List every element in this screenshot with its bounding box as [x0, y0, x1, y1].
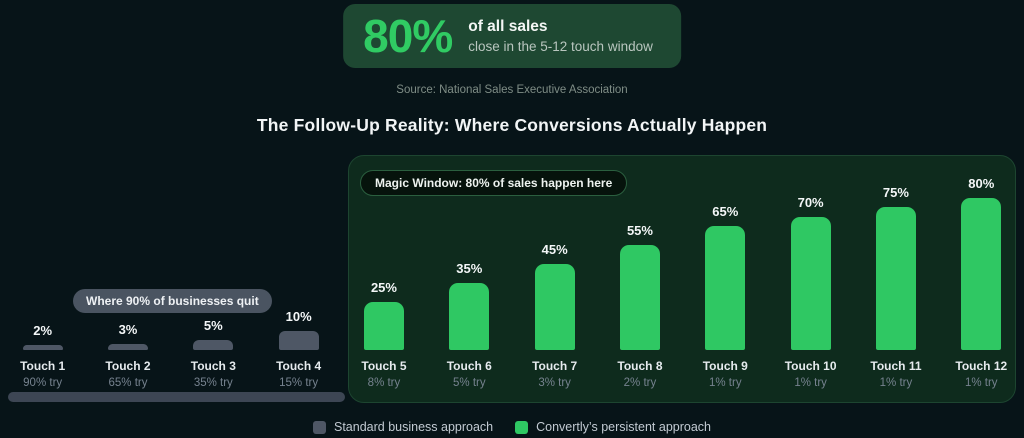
- bar-category-label: Touch 9: [702, 359, 748, 373]
- stat-badge: 80% of all sales close in the 5-12 touch…: [343, 4, 681, 68]
- magic-window-label: Magic Window: 80% of sales happen here: [360, 170, 628, 196]
- bar-column: 65% Touch 9 1% try: [683, 148, 768, 389]
- bar-category-label: Touch 3: [190, 359, 236, 373]
- bar-column: 2% Touch 1 90% try: [0, 148, 85, 389]
- legend: Standard business approach Convertly’s p…: [0, 420, 1024, 434]
- bar-column: 5% Touch 3 35% try: [171, 148, 256, 389]
- chart-area: 2% Touch 1 90% try 3% Touch 2 65% try 5% Touch …: [0, 148, 1024, 438]
- bar-try-rate-label: 3% try: [538, 377, 571, 389]
- bar-category-label: Touch 10: [784, 359, 837, 373]
- bar-column: 45% Touch 7 3% try: [512, 148, 597, 389]
- bar-try-rate-label: 1% try: [964, 377, 998, 389]
- bar-category-label: Touch 4: [276, 359, 322, 373]
- stat-headline: of all sales: [468, 18, 548, 35]
- standard-legend-swatch-icon: [312, 420, 326, 434]
- bar-try-rate-label: 2% try: [623, 377, 657, 389]
- standard-baseline-bar: [8, 392, 345, 402]
- bar-value-label: 80%: [968, 176, 995, 191]
- bar-column: 80% Touch 12 1% try: [939, 148, 1024, 389]
- bar-column: 75% Touch 11 1% try: [853, 148, 938, 389]
- stat-value: 80%: [363, 10, 453, 62]
- persistent-bar: [705, 226, 746, 350]
- standard-bar: [193, 340, 234, 350]
- persistent-bar: [449, 283, 490, 350]
- bar-value-label: 3%: [118, 322, 138, 337]
- bar-value-label: 5%: [203, 318, 223, 333]
- persistent-bar: [790, 217, 831, 350]
- legend-label-persistent: Convertly’s persistent approach: [536, 420, 711, 434]
- bar-value-label: 75%: [882, 185, 909, 200]
- source-attribution: Source: National Sales Executive Associa…: [396, 84, 628, 96]
- bar-category-label: Touch 1: [20, 359, 66, 373]
- bar-category-label: Touch 11: [870, 359, 922, 373]
- bar-value-label: 70%: [797, 195, 824, 210]
- bar-column: 25% Touch 5 8% try: [341, 148, 426, 389]
- stat-subline: close in the 5-12 touch window: [468, 39, 653, 54]
- bar-column: 10% Touch 4 15% try: [256, 148, 341, 389]
- bar-try-rate-label: 5% try: [453, 377, 486, 389]
- persistent-legend-swatch-icon: [515, 420, 529, 434]
- standard-bar: [22, 345, 63, 350]
- persistent-bar: [534, 264, 575, 350]
- bar-column: 70% Touch 10 1% try: [768, 148, 853, 389]
- bar-category-label: Touch 2: [105, 359, 151, 373]
- bar-category-label: Touch 7: [532, 359, 578, 373]
- stat-text: of all sales close in the 5-12 touch win…: [468, 18, 653, 54]
- bar-value-label: 65%: [712, 204, 739, 219]
- bar-try-rate-label: 35% try: [193, 377, 233, 389]
- bar-value-label: 55%: [626, 223, 653, 238]
- bar-value-label: 25%: [370, 280, 397, 295]
- bar-value-label: 35%: [456, 261, 483, 276]
- bar-try-rate-label: 1% try: [879, 377, 913, 389]
- bar-category-label: Touch 6: [446, 359, 492, 373]
- bar-try-rate-label: 8% try: [367, 377, 401, 389]
- legend-item-standard: Standard business approach: [312, 420, 494, 434]
- bar-try-rate-label: 1% try: [794, 377, 827, 389]
- bar-column: 55% Touch 8 2% try: [597, 148, 682, 389]
- quit-zone-label: Where 90% of businesses quit: [73, 289, 272, 313]
- bar-try-rate-label: 65% try: [108, 377, 148, 389]
- standard-bar: [107, 344, 148, 350]
- legend-item-persistent: Convertly’s persistent approach: [515, 420, 711, 434]
- bar-category-label: Touch 5: [361, 359, 407, 373]
- bar-try-rate-label: 90% try: [23, 377, 63, 389]
- bar-category-label: Touch 12: [955, 359, 1008, 373]
- bar-value-label: 45%: [541, 242, 568, 257]
- bar-column: 3% Touch 2 65% try: [85, 148, 170, 389]
- bar-value-label: 10%: [285, 309, 312, 324]
- bar-value-label: 2%: [33, 323, 53, 338]
- standard-bar: [278, 331, 319, 350]
- persistent-bar: [619, 245, 660, 350]
- legend-label-standard: Standard business approach: [333, 420, 494, 434]
- chart-title: The Follow-Up Reality: Where Conversions…: [256, 115, 768, 135]
- persistent-bar: [961, 198, 1002, 350]
- bar-try-rate-label: 15% try: [279, 377, 319, 389]
- persistent-bar: [363, 302, 404, 350]
- bar-category-label: Touch 8: [617, 359, 663, 373]
- persistent-bar: [875, 207, 916, 350]
- bars-row: 2% Touch 1 90% try 3% Touch 2 65% try 5% Touch …: [0, 148, 1024, 389]
- bar-try-rate-label: 1% try: [708, 377, 742, 389]
- bar-column: 35% Touch 6 5% try: [427, 148, 512, 389]
